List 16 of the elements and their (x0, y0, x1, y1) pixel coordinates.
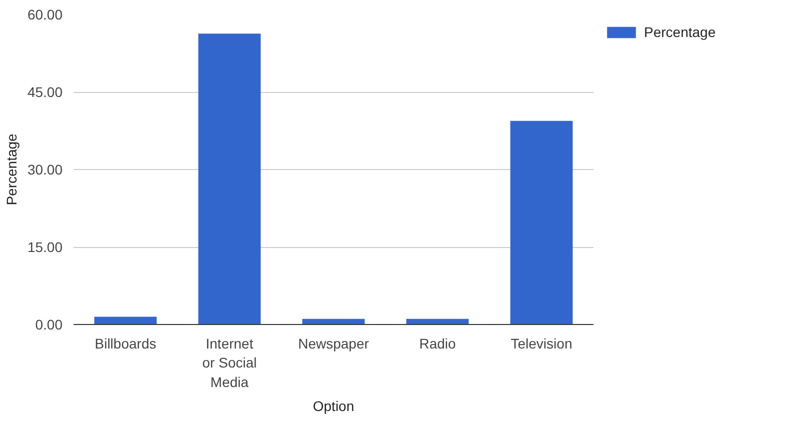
y-axis-title: Percentage (3, 133, 20, 206)
bar (510, 120, 573, 324)
x-tick-label: Newspaper (298, 336, 370, 352)
y-tick-label: 45.00 (27, 84, 63, 100)
bar (94, 316, 157, 324)
x-tick-label: Billboards (94, 336, 156, 352)
bar (198, 34, 261, 324)
y-tick-label: 0.00 (35, 316, 63, 332)
x-tick-label: Radio (419, 336, 456, 352)
y-tick-label: 30.00 (27, 162, 63, 178)
x-axis-title: Option (312, 398, 354, 414)
x-tick-label: Internet or Social Media (202, 336, 257, 390)
legend-label: Percentage (644, 24, 716, 40)
y-tick-label: 15.00 (27, 239, 63, 255)
x-tick-label: Television (510, 336, 572, 352)
y-tick-label: 60.00 (27, 6, 63, 22)
